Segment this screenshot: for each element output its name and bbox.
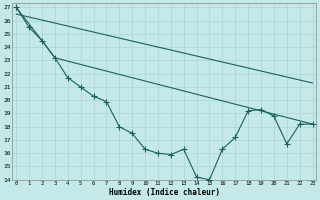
X-axis label: Humidex (Indice chaleur): Humidex (Indice chaleur) <box>109 188 220 197</box>
